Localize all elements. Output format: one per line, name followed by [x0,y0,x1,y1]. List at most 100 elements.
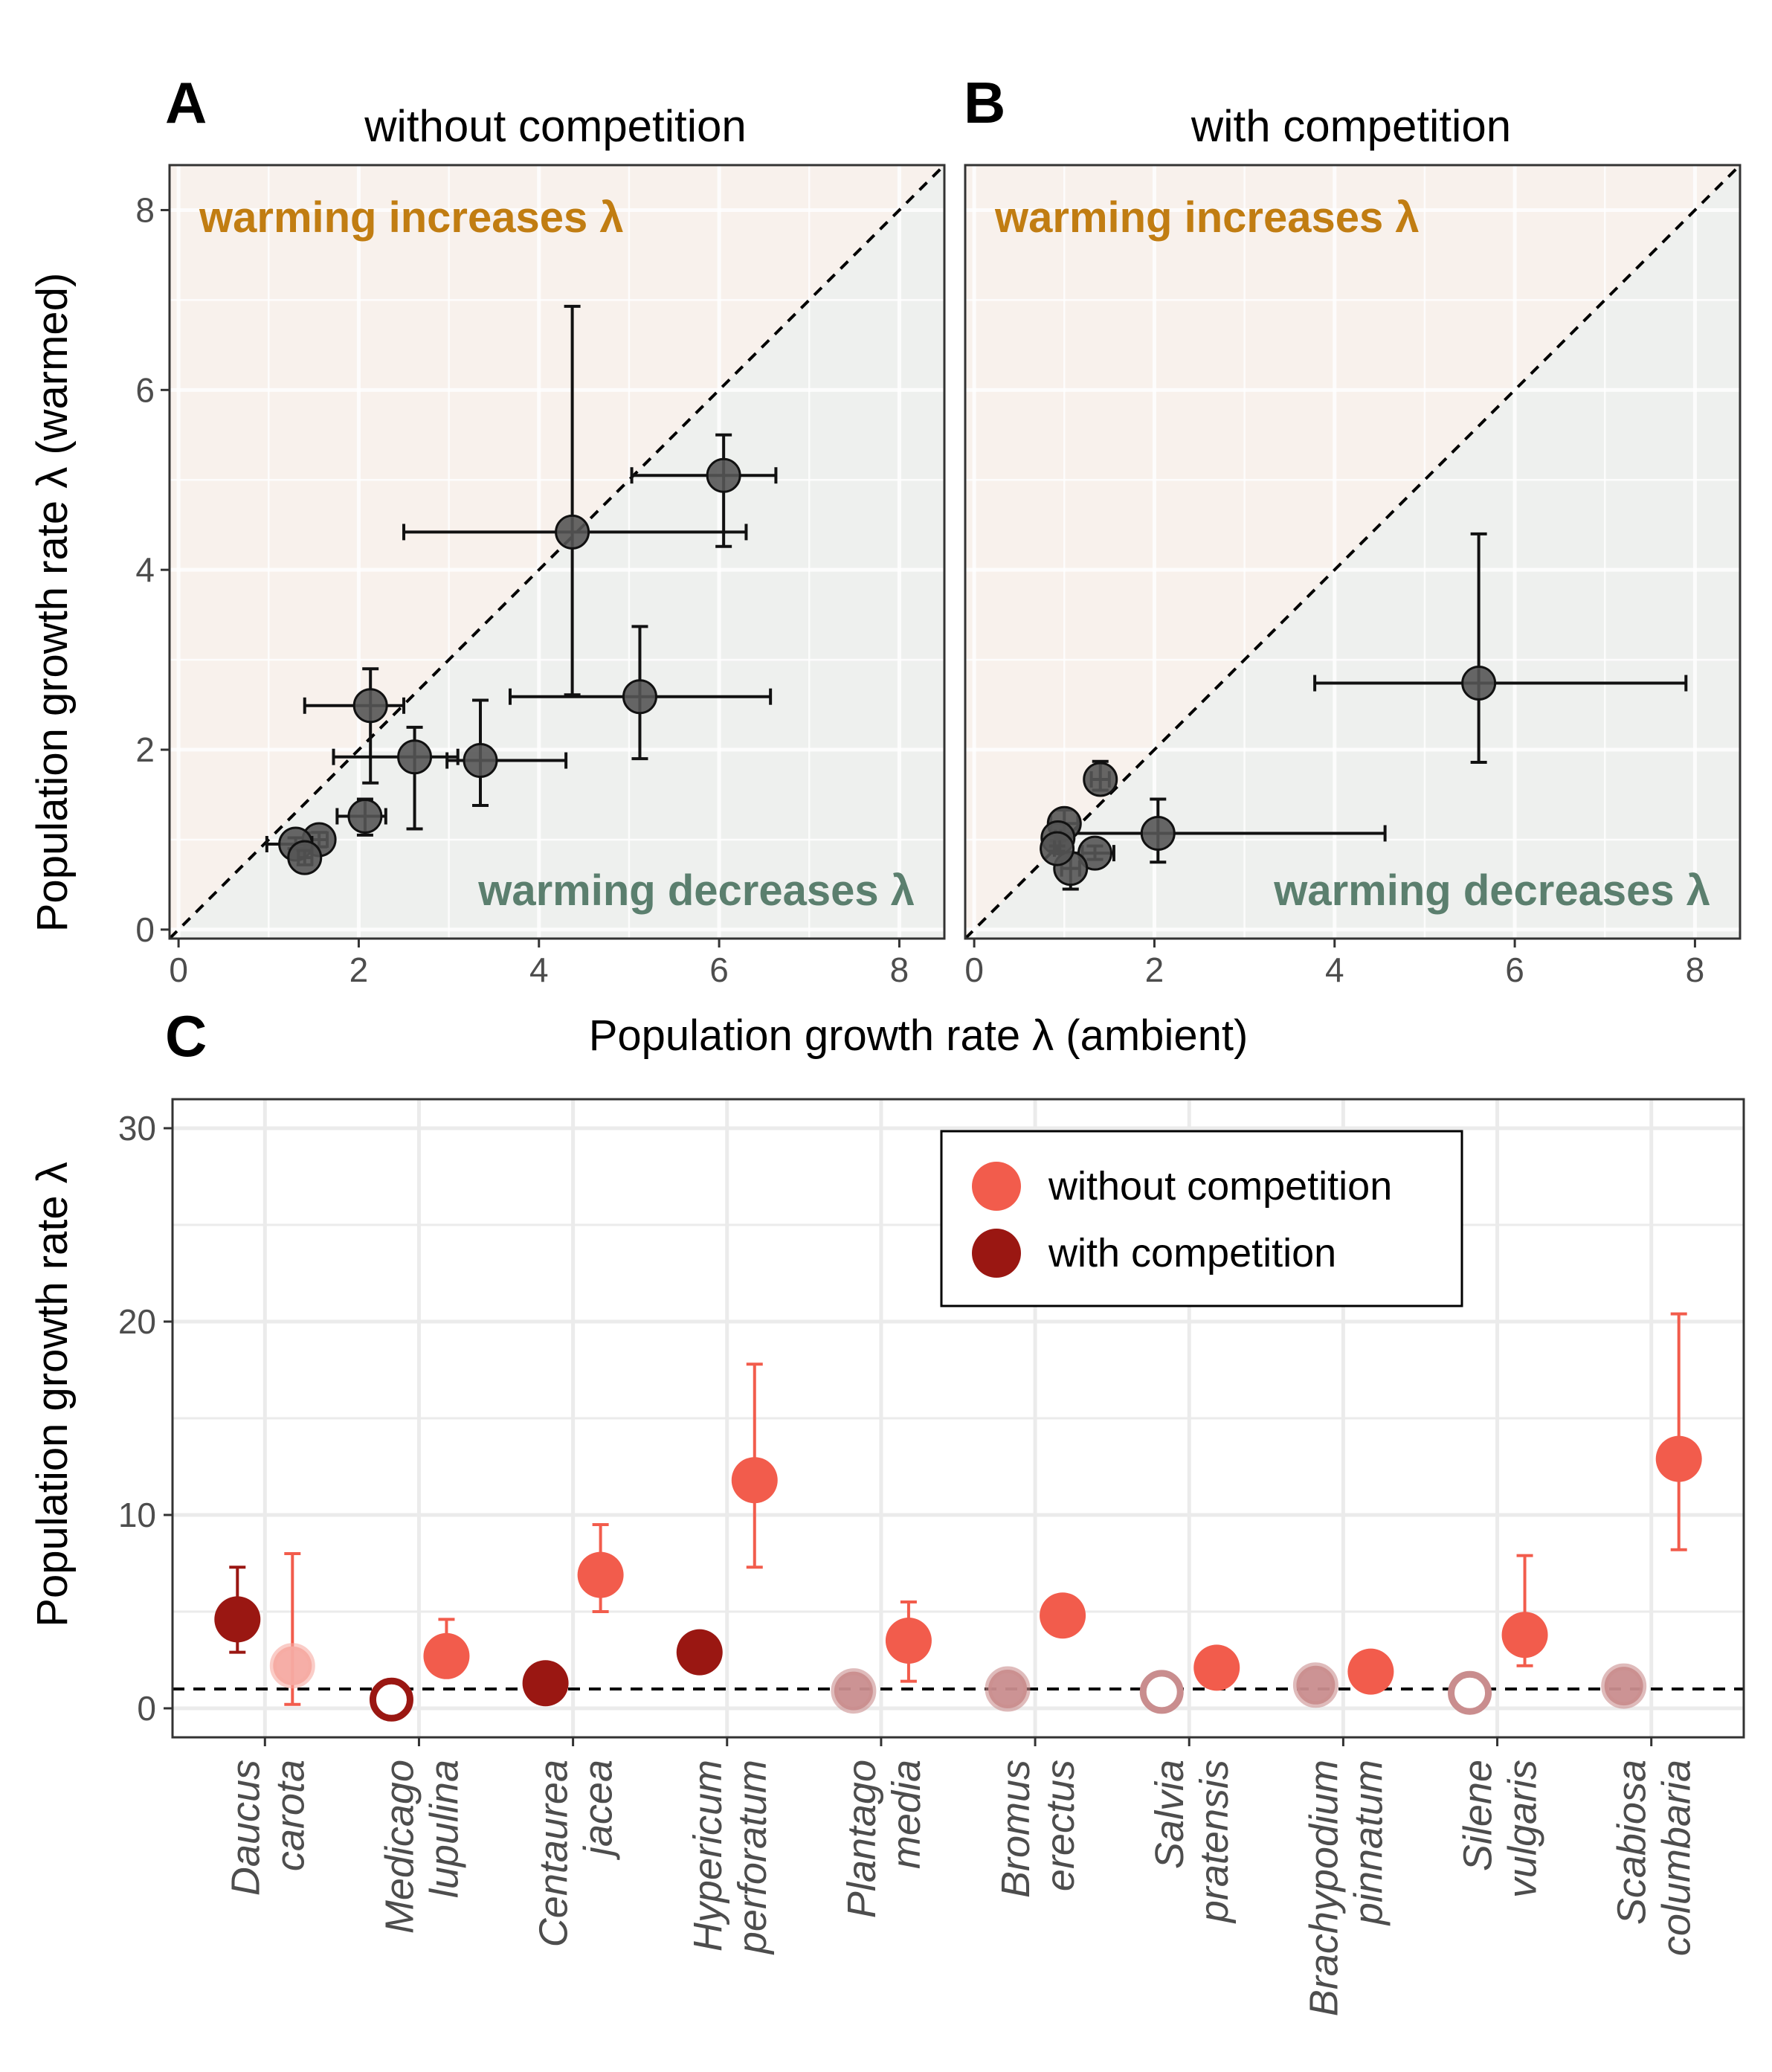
data-point-group [630,433,778,548]
data-point-group [985,1666,1031,1712]
species-epithet: jacea [576,1760,621,1861]
panel-a-title: without competition [364,101,747,151]
data-point [1655,1435,1702,1482]
data-point [269,1643,315,1689]
data-point [214,1596,261,1643]
y-tick-label: 10 [118,1496,156,1534]
data-point-group [1313,532,1688,764]
data-point-group [1501,1554,1548,1667]
data-point [1461,666,1497,701]
legend-marker-with-competition [972,1229,1021,1278]
species-label: Hypericum perforatum [686,1760,775,1955]
data-point [706,457,741,493]
data-point-group [335,797,387,837]
reference-line-group [170,165,944,939]
species-epithet: pinnatum [1346,1760,1391,1926]
y-tick-label: 20 [118,1302,156,1341]
panel-a-plot: warming increases λ warming decreases λ 00… [135,164,946,989]
data-point-group [731,1362,778,1569]
reference-line-group [965,165,1740,939]
data-point [1292,1662,1338,1708]
data-point-group [522,1660,569,1707]
data-point-group [1193,1644,1240,1691]
data-point-group [423,1618,470,1679]
data-point-group [1601,1663,1647,1709]
data-point [463,743,498,779]
species-genus: Plantago [840,1760,884,1918]
panel-label-a: A [165,70,207,135]
x-tick-label: 0 [169,950,188,989]
panel-c-plot: 0 10 20 30 Daucus carota Medicago lupulina Centa… [118,1098,1745,2016]
species-genus: Bromus [993,1760,1038,1898]
data-point [1083,762,1118,797]
data-point [1140,816,1176,852]
data-point-group [676,1629,723,1676]
data-point-group [1040,1592,1086,1639]
legend: without competition with competition [940,1130,1463,1307]
species-label: Brachypodium pinnatum [1301,1760,1391,2016]
data-point [831,1668,877,1714]
panel-label-c: C [165,1003,207,1069]
data-point [676,1629,723,1676]
data-point-group [1655,1312,1702,1551]
data-point [352,688,388,724]
data-point [397,739,433,775]
species-genus: Hypericum [686,1760,730,1952]
data-point-group [1083,759,1118,797]
species-epithet: media [884,1760,929,1869]
data-point [1601,1663,1647,1709]
panel-border [964,164,1742,940]
legend-marker-without-competition [972,1162,1021,1211]
species-genus: Salvia [1147,1760,1192,1869]
y-tick-label: 0 [135,910,155,949]
species-genus: Daucus [223,1760,268,1896]
data-point [1347,1648,1394,1695]
legend-label-without-competition: without competition [1048,1164,1392,1209]
panel-b-plot: warming increases λ warming decreases λ 0 2… [964,164,1742,989]
species-genus: Silene [1456,1760,1501,1871]
species-label: Silene vulgaris [1456,1760,1545,1898]
region-label-decrease: warming decreases λ [1273,866,1710,915]
data-point-group [1077,835,1115,871]
x-tick-label: 4 [1325,950,1344,989]
y-tick-label: 6 [135,370,155,409]
data-point-group [577,1523,624,1613]
y-axis-label-c: Population growth rate λ [28,1162,77,1627]
x-axis-label-ab: Population growth rate λ (ambient) [589,1011,1249,1060]
data-point [731,1457,778,1504]
data-point [1139,1670,1184,1714]
species-epithet: erectus [1038,1760,1083,1891]
x-tick-label: 6 [709,950,729,989]
y-tick-label: 30 [118,1109,156,1148]
data-point-group [831,1668,877,1714]
species-genus: Medicago [377,1760,422,1934]
data-point [423,1632,470,1679]
x-tick-label: 6 [1505,950,1524,989]
y-tick-label: 4 [135,550,155,589]
gridlines [965,165,1740,939]
data-point-group [303,667,406,785]
reference-line [965,165,1740,939]
data-point [522,1660,569,1707]
data-point-group [287,840,323,875]
data-point [1040,1592,1086,1639]
data-point [1193,1644,1240,1691]
data-point-group [332,725,460,831]
species-epithet: vulgaris [1501,1760,1545,1898]
data-point-group [508,625,773,761]
species-label: Plantago media [840,1760,929,1918]
region-label-increase: warming increases λ [199,193,624,242]
species-label: Scabiosa columbaria [1610,1760,1699,1956]
y-axis-label-ab: Population growth rate λ (warmed) [28,273,77,933]
data-point-group [1292,1662,1338,1708]
species-label: Centaurea jacea [532,1760,621,1947]
species-label: Daucus carota [223,1760,312,1896]
data-point [1501,1612,1548,1658]
legend-label-with-competition: with competition [1048,1231,1336,1275]
data-point-group [402,304,748,697]
data-point-group [1448,1670,1492,1715]
data-point [885,1618,932,1664]
y-tick-label: 8 [135,190,155,229]
y-tick-label: 0 [137,1689,156,1728]
species-genus: Brachypodium [1301,1760,1346,2016]
